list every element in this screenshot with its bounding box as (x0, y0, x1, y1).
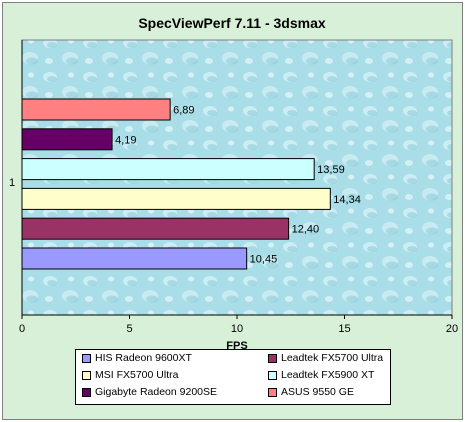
bar-msi-fx5700-ultra (21, 187, 331, 210)
bar-gigabyte-radeon-9200se (21, 128, 113, 151)
x-tick-label: 5 (126, 323, 132, 335)
legend-swatch (82, 387, 91, 397)
legend-swatch (268, 370, 277, 380)
legend-label: MSI FX5700 Ultra (95, 369, 179, 381)
data-label: 10,45 (250, 254, 278, 266)
data-label: 4,19 (115, 134, 136, 146)
legend-swatch (268, 353, 277, 363)
legend: HIS Radeon 9600XT Leadtek FX5700 Ultra MSI… (75, 349, 391, 405)
legend-swatch (268, 387, 277, 397)
chart-title: SpecViewPerf 7.11 - 3dsmax (138, 15, 326, 31)
legend-item: Gigabyte Radeon 9200SE (82, 386, 217, 398)
y-tick-label: 1 (9, 177, 15, 189)
x-axis: 0 5 10 15 20 (19, 40, 458, 335)
data-label: 6,89 (173, 105, 194, 117)
legend-label: Leadtek FX5700 Ultra (281, 352, 384, 364)
bar-his-radeon-9600xt (21, 247, 248, 270)
legend-label: ASUS 9550 GE (281, 386, 354, 398)
legend-label: Gigabyte Radeon 9200SE (95, 386, 218, 398)
legend-item: Leadtek FX5700 Ultra (268, 352, 383, 364)
legend-item: ASUS 9550 GE (268, 386, 354, 398)
x-tick-label: 10 (231, 323, 243, 335)
x-tick-label: 0 (19, 323, 25, 335)
bars (21, 98, 331, 270)
bar-leadtek-fx5700-ultra (21, 217, 290, 240)
bar-leadtek-fx5900-xt (21, 158, 315, 181)
legend-label: Leadtek FX5900 XT (281, 369, 375, 381)
x-tick-label: 20 (446, 323, 458, 335)
legend-swatch (82, 370, 91, 380)
data-label: 14,34 (333, 194, 361, 206)
x-tick-label: 15 (338, 323, 350, 335)
data-labels: 10,45 12,40 14,34 13,59 4,19 6,89 (115, 105, 361, 266)
legend-item: MSI FX5700 Ultra (82, 369, 178, 381)
data-label: 12,40 (292, 224, 320, 236)
legend-item: HIS Radeon 9600XT (82, 352, 192, 364)
legend-item: Leadtek FX5900 XT (268, 369, 374, 381)
bar-asus-9550-ge (21, 98, 171, 121)
legend-swatch (82, 353, 91, 363)
legend-label: HIS Radeon 9600XT (95, 352, 192, 364)
data-label: 13,59 (317, 164, 345, 176)
